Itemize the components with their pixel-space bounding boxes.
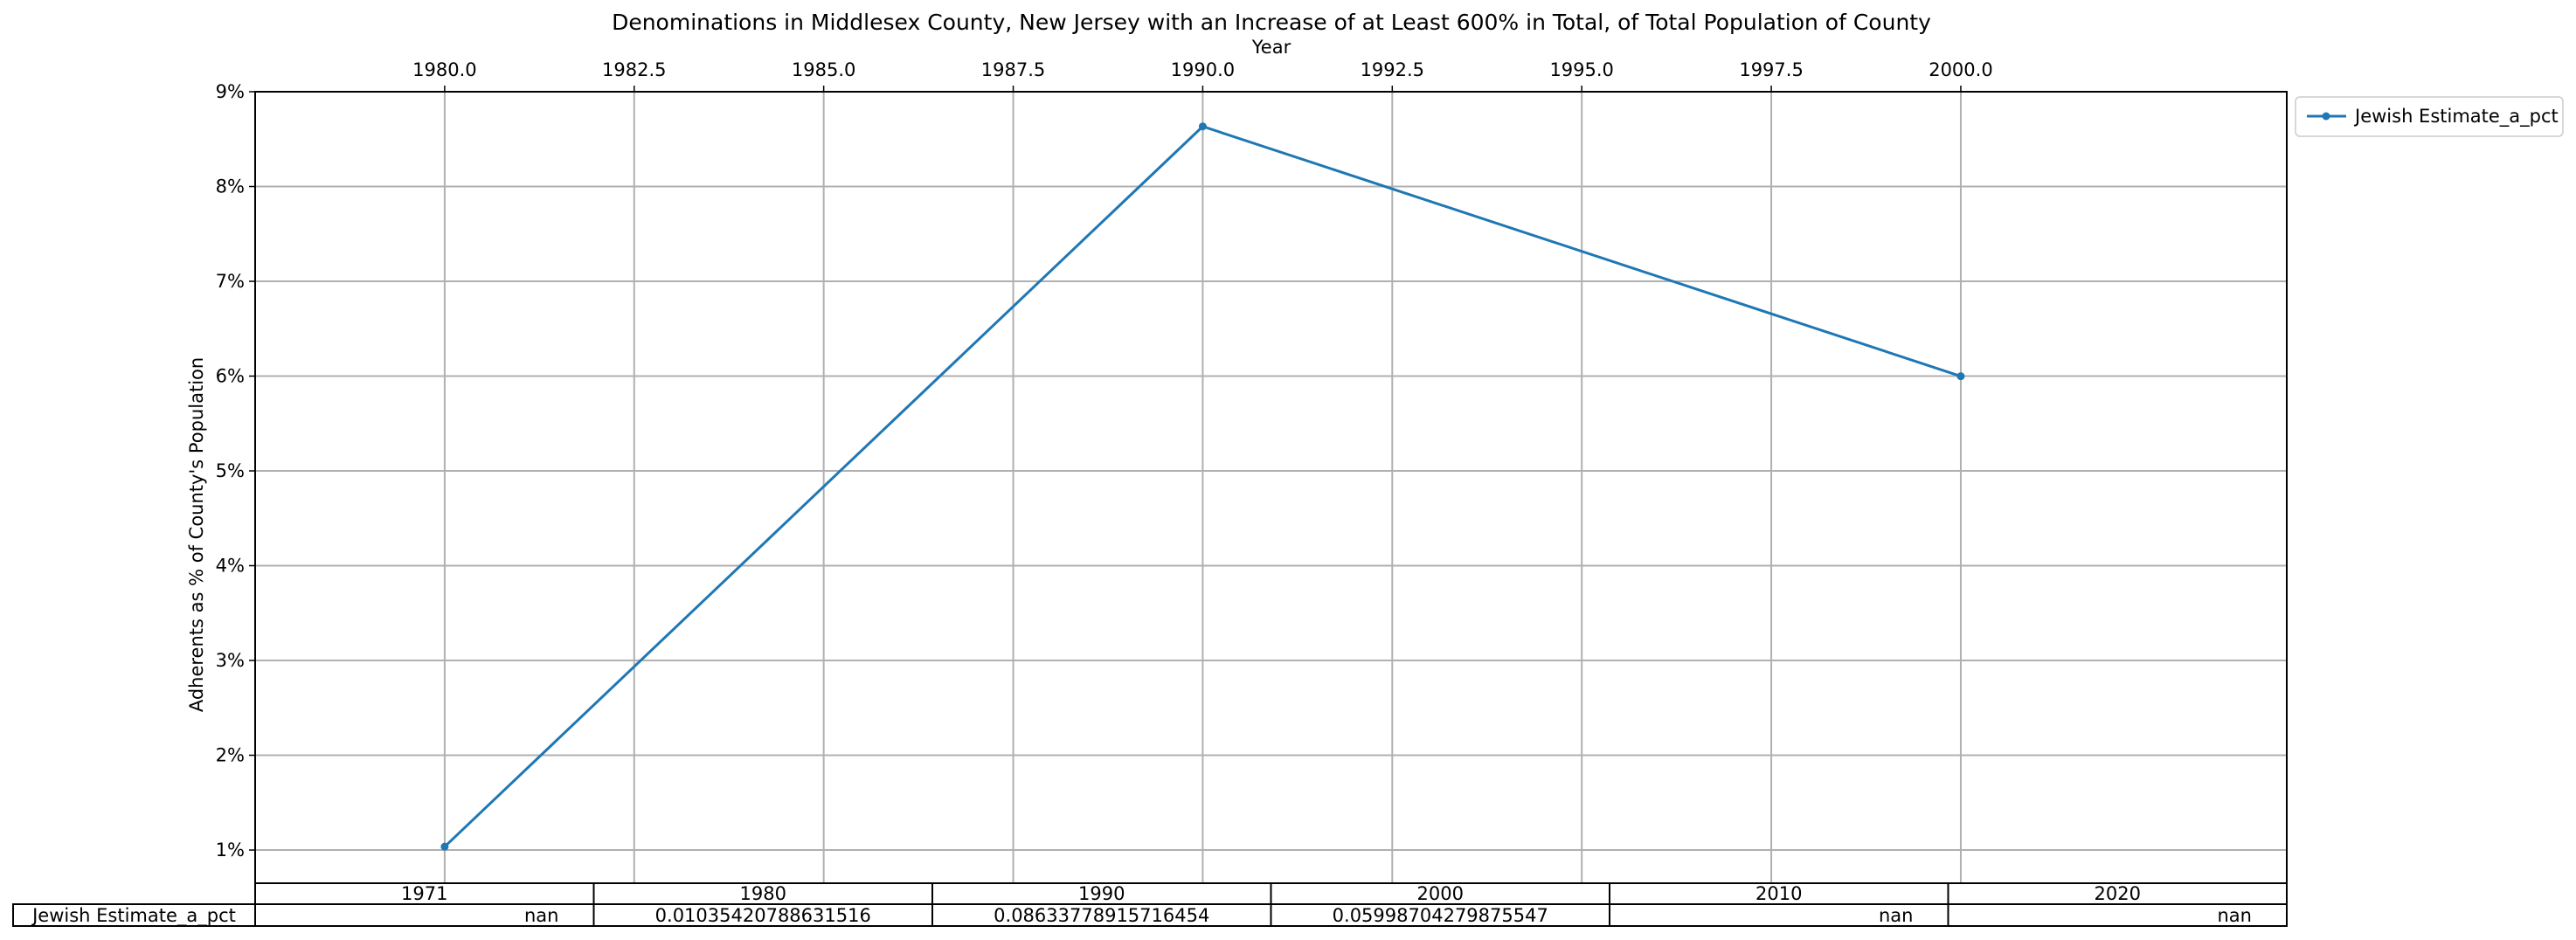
x-tick-label: 1980.0: [412, 59, 476, 80]
chart-title: Denominations in Middlesex County, New J…: [612, 10, 1931, 35]
table-header-text: 2000: [1417, 883, 1464, 904]
y-tick-label: 8%: [216, 176, 245, 197]
table-header-text: 2010: [1755, 883, 1802, 904]
table-cell-text: 0.08633778915716454: [994, 905, 1209, 926]
table-header-text: 1980: [740, 883, 786, 904]
table-header-cell: [1609, 882, 1949, 905]
table-row-label: Jewish Estimate_a_pct: [31, 905, 236, 927]
x-tick-label: 1992.5: [1361, 59, 1424, 80]
y-tick-label: 4%: [216, 556, 245, 577]
plot-frame: [254, 91, 2288, 884]
x-tick-label: 1997.5: [1739, 59, 1803, 80]
data-point: [1198, 122, 1207, 131]
table-header-cell: [254, 882, 595, 905]
y-tick-label: 5%: [216, 460, 245, 481]
data-point: [440, 842, 449, 851]
y-tick-label: 1%: [216, 840, 245, 861]
table-header-text: 1971: [401, 883, 447, 904]
x-axis-label: Year: [1251, 37, 1291, 58]
data-table: 1971 1980 1990 2000 2010 2020 Jewish Estimate_…: [12, 882, 2288, 927]
table-header-text: 1990: [1078, 883, 1125, 904]
legend-box: [2295, 96, 2564, 137]
table-cell: [254, 903, 595, 927]
table-header-cell: [592, 882, 933, 905]
axes: 1980.0 1982.5 1985.0 1987.5 1990.0 1992.5 1995…: [216, 59, 2288, 884]
y-axis-label: Adherents as % of County's Population: [186, 357, 207, 712]
table-cell: [592, 903, 933, 927]
y-tick-label: 6%: [216, 366, 245, 387]
grid: [255, 91, 2287, 883]
table-cell: [1270, 903, 1610, 927]
y-tick-label: 7%: [216, 271, 245, 292]
x-tick-label: 2000.0: [1929, 59, 1992, 80]
x-tick-label: 1995.0: [1549, 59, 1613, 80]
y-tick-label: 3%: [216, 650, 245, 671]
table-header-cell: [1947, 882, 2288, 905]
table-cell-text: nan: [1879, 905, 1914, 926]
table-row-label-cell: [12, 903, 256, 927]
table-header-text: 2020: [2095, 883, 2141, 904]
y-tick-label: 9%: [216, 81, 245, 102]
legend-swatch-marker: [2322, 112, 2330, 121]
x-tick-label: 1987.5: [981, 59, 1045, 80]
table-cell: [1947, 903, 2288, 927]
x-tick-label: 1990.0: [1171, 59, 1235, 80]
legend: Jewish Estimate_a_pct: [2295, 96, 2564, 137]
series-layer: [440, 122, 1965, 851]
table-cell-text: nan: [524, 905, 559, 926]
data-point: [1956, 372, 1965, 381]
legend-label: Jewish Estimate_a_pct: [2353, 106, 2559, 128]
x-tick-label: 1985.0: [792, 59, 855, 80]
table-cell-text: 0.05998704279875547: [1333, 905, 1548, 926]
table-cell-text: 0.01035420788631516: [655, 905, 871, 926]
table-cell-text: nan: [2218, 905, 2253, 926]
x-tick-label: 1982.5: [602, 59, 666, 80]
y-tick-label: 2%: [216, 745, 245, 766]
